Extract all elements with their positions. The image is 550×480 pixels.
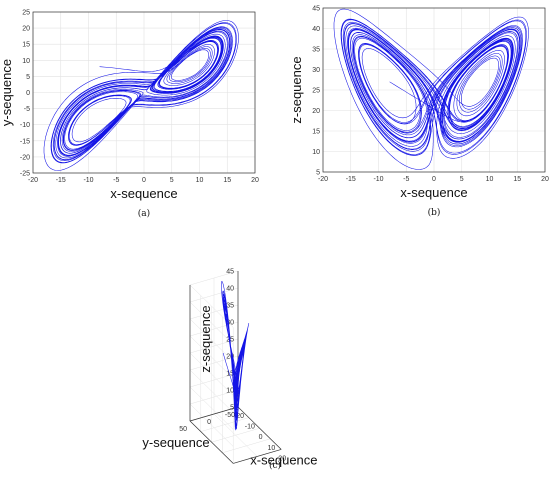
x-tick-label: -5 xyxy=(403,176,409,183)
z-tick-label: 45 xyxy=(226,269,234,276)
z-tick-label: 40 xyxy=(226,286,234,293)
panel-b-z-axis-label: z-sequence xyxy=(289,56,304,123)
x-tick-label: 10 xyxy=(196,177,204,184)
y-tick-label: -15 xyxy=(20,138,30,145)
y-tick-label: -25 xyxy=(20,171,30,178)
box-edge xyxy=(233,449,282,464)
panel-c-caption: (c) xyxy=(269,460,281,471)
x-tick-label: 0 xyxy=(259,434,263,441)
x-tick-label: -20 xyxy=(234,413,244,420)
panel-a-y-axis-label: y-sequence xyxy=(0,59,14,126)
panel-b-caption: (b) xyxy=(428,207,441,218)
x-tick-label: 20 xyxy=(251,177,259,184)
y-tick-label: 10 xyxy=(22,58,30,65)
x-tick-label: 5 xyxy=(460,176,464,183)
panel-a-caption: (a) xyxy=(138,208,150,219)
x-tick-label: 10 xyxy=(268,445,276,452)
y-gridline xyxy=(213,413,258,457)
y-tick-label: 15 xyxy=(312,129,320,136)
panel-a-x-axis-label: x-sequence xyxy=(110,186,177,201)
x-tick-label: -10 xyxy=(373,176,383,183)
z-tick-label: 30 xyxy=(226,320,234,327)
x-tick-label: -15 xyxy=(346,176,356,183)
x-tick-label: 20 xyxy=(541,176,549,183)
x-tick-label: -5 xyxy=(113,177,119,184)
panel-b-axes-frame xyxy=(322,7,546,173)
y-tick-label: 10 xyxy=(312,149,320,156)
panel-b-x-axis-label: x-sequence xyxy=(400,185,467,200)
x-tick-label: 0 xyxy=(432,176,436,183)
y-tick-label: 40 xyxy=(312,26,320,33)
z-tick-label: 20 xyxy=(226,354,234,361)
y-tick-label: 25 xyxy=(22,10,30,17)
panel-c-z-axis-label: z-sequence xyxy=(198,305,213,372)
x-tick-label: -20 xyxy=(28,177,38,184)
y-tick-label: 0 xyxy=(207,419,211,426)
y-tick-label: -50 xyxy=(225,412,235,419)
y-tick-label: 25 xyxy=(312,88,320,95)
x-tick-label: 0 xyxy=(142,177,146,184)
panel-a: -20 -15 -10 -5 0 5 10 15 20-25-20-15-10-50510152… xyxy=(0,10,259,220)
x-tick-label: -10 xyxy=(245,424,255,431)
y-axis-line xyxy=(189,406,239,422)
y-tick-label: 15 xyxy=(22,42,30,49)
x-tick-label: 5 xyxy=(170,177,174,184)
y-tick-label: 45 xyxy=(312,6,320,13)
y-tick-label: 35 xyxy=(312,47,320,54)
panel-a-axes-frame xyxy=(32,11,256,174)
y-tick-label: -5 xyxy=(24,106,30,113)
panel-b: -20 -15 -10 -5 0 5 10 15 20 5 10 15 20 25 30 35 40 45 x-s… xyxy=(289,6,549,219)
panel-c-x-axis-label: x-sequence xyxy=(250,452,317,467)
y-tick-label: 0 xyxy=(26,90,30,97)
panel-b-trajectory-line xyxy=(333,8,529,170)
x-tick-label: -10 xyxy=(83,177,93,184)
box-edge xyxy=(189,420,234,464)
x-tick-label: -15 xyxy=(56,177,66,184)
panel-a-trajectory-line xyxy=(43,20,239,171)
panel-c-trajectory-line xyxy=(221,281,250,431)
y-tick-label: 20 xyxy=(312,108,320,115)
y-tick-label: -20 xyxy=(20,154,30,161)
x-tick-label: 10 xyxy=(486,176,494,183)
z-tick-label: 35 xyxy=(226,303,234,310)
x-tick-label: 15 xyxy=(223,177,231,184)
y-tick-label: 5 xyxy=(316,170,320,177)
x-tick-label: 20 xyxy=(278,455,286,462)
z-tick-label: 10 xyxy=(226,388,234,395)
x-tick-label: 15 xyxy=(513,176,521,183)
z-tick-label: 5 xyxy=(230,405,234,412)
y-tick-label: -10 xyxy=(20,122,30,129)
y-tick-label: 20 xyxy=(22,26,30,33)
y-tick-label: 50 xyxy=(179,426,187,433)
y-tick-label: 30 xyxy=(312,67,320,74)
panel-c-y-axis-label: y-sequence xyxy=(142,435,209,450)
z-tick-label: 15 xyxy=(226,371,234,378)
x-tick-label: -20 xyxy=(318,176,328,183)
x-axis-line xyxy=(237,406,282,450)
y-tick-label: 5 xyxy=(26,74,30,81)
